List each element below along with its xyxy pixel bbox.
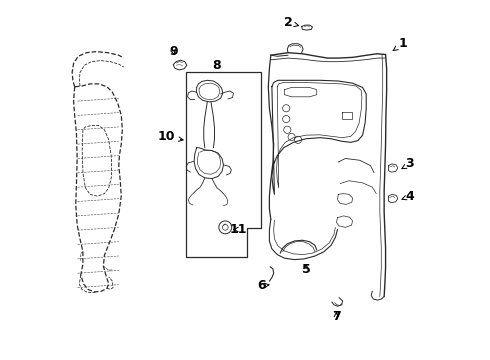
Text: 7: 7 [332,310,341,324]
Text: 6: 6 [257,279,269,292]
Text: 9: 9 [169,45,177,58]
Text: 11: 11 [229,223,246,236]
Text: 4: 4 [402,190,415,203]
Text: 2: 2 [284,17,298,30]
Text: 5: 5 [301,263,310,276]
Text: 3: 3 [402,157,414,170]
Text: 8: 8 [212,59,220,72]
Text: 10: 10 [157,130,183,144]
Text: 1: 1 [393,37,407,51]
